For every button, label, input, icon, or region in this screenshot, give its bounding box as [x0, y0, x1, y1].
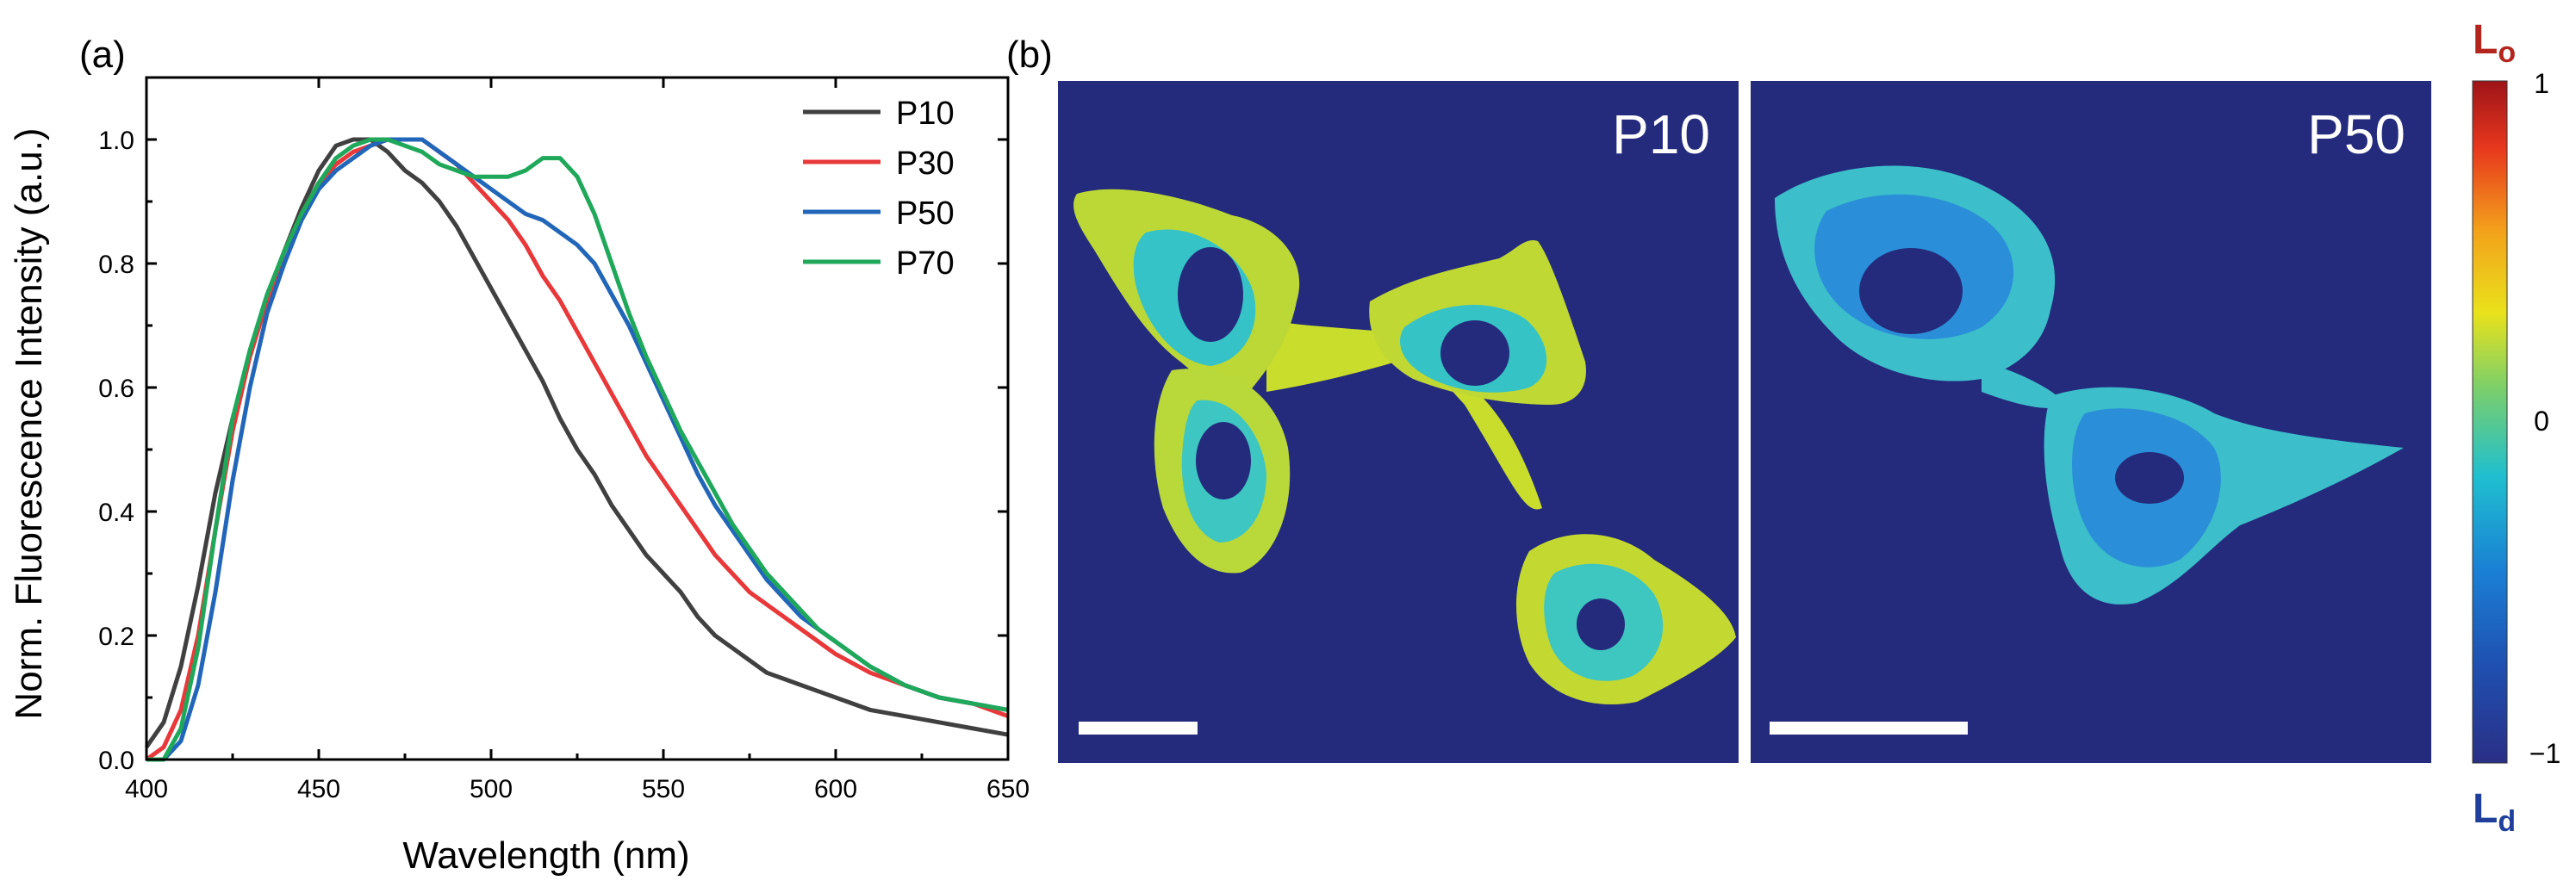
colorbar-tick-max: 1 — [2534, 68, 2549, 99]
legend-label-p70: P70 — [896, 245, 955, 282]
cell-nucleus — [1196, 422, 1251, 499]
y-tick-label: 0.8 — [98, 251, 134, 279]
panel-b-label: (b) — [1006, 34, 1053, 76]
y-tick-label: 0.2 — [98, 623, 134, 651]
plot-frame — [145, 76, 1010, 761]
series-line-p70 — [146, 137, 1009, 762]
cell-nucleus — [1178, 247, 1243, 342]
gp-images-panel: (b) — [1006, 17, 2560, 838]
cell-nucleus — [1440, 320, 1509, 386]
colorbar-label-ld: Ld — [2473, 786, 2516, 838]
cell-nucleus — [1859, 248, 1963, 334]
cell-cluster-p50 — [1775, 165, 2404, 605]
series-line-p50 — [146, 137, 1009, 762]
scale-bar — [1079, 722, 1198, 735]
axis-ticks: 400 450 500 550 600 650 0.0 0.2 0.4 0.6 0.8 1.0 — [98, 76, 1030, 803]
x-tick-label: 450 — [297, 775, 340, 803]
colorbar-tick-min: −1 — [2529, 738, 2560, 769]
y-axis-title: Norm. Fluorescence Intensity (a.u.) — [8, 127, 50, 719]
y-tick-label: 0.4 — [98, 499, 134, 527]
x-tick-label: 650 — [986, 775, 1030, 803]
y-tick-label: 0.0 — [98, 747, 134, 775]
cell-membrane — [1982, 362, 2068, 409]
legend: P10 P30 P50 P70 — [803, 96, 955, 282]
colorbar-gradient — [2472, 80, 2508, 764]
image-p10: P10 — [1058, 81, 1739, 763]
y-tick-label: 0.6 — [98, 375, 134, 403]
scale-bar — [1770, 722, 1968, 735]
cell-nucleus — [1577, 598, 1625, 650]
x-tick-label: 500 — [470, 775, 513, 803]
legend-label-p30: P30 — [896, 146, 955, 182]
legend-label-p10: P10 — [896, 96, 955, 132]
x-tick-label: 600 — [814, 775, 857, 803]
y-tick-label: 1.0 — [98, 127, 134, 155]
image-label-p10: P10 — [1612, 103, 1710, 165]
colorbar-label-lo-main: L — [2473, 17, 2498, 63]
colorbar-tick-mid: 0 — [2534, 406, 2549, 437]
legend-label-p50: P50 — [896, 195, 955, 232]
panel-a-label: (a) — [79, 34, 126, 76]
x-tick-label: 550 — [642, 775, 685, 803]
colorbar-label-lo: Lo — [2473, 17, 2516, 69]
colorbar: 1 0 −1 Lo Ld — [2472, 17, 2560, 838]
colorbar-label-ld-main: L — [2473, 786, 2498, 832]
cell-nucleus — [2115, 452, 2184, 504]
cell-membrane — [1422, 357, 1542, 510]
x-tick-label: 400 — [125, 775, 168, 803]
x-axis-title: Wavelength (nm) — [402, 834, 689, 877]
spectrum-chart: (a) Norm. Fluorescence Intensity (a.u.) … — [8, 34, 1030, 877]
colorbar-label-lo-sub: o — [2498, 36, 2516, 69]
cell-cluster-p10 — [1073, 189, 1736, 704]
image-label-p50: P50 — [2307, 103, 2405, 165]
series-line-p10 — [144, 137, 1009, 749]
series-lines — [144, 137, 1009, 762]
colorbar-label-ld-sub: d — [2498, 805, 2516, 838]
image-p50: P50 — [1751, 81, 2431, 763]
